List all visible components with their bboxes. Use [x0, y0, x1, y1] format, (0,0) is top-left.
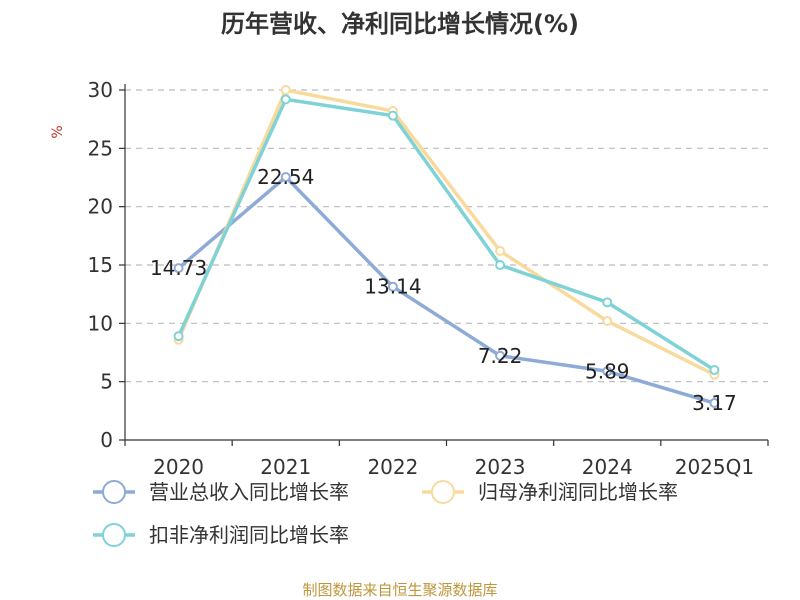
legend-item[interactable]: 营业总收入同比增长率 — [93, 480, 349, 504]
data-label: 5.89 — [585, 359, 630, 383]
data-point[interactable] — [602, 297, 613, 308]
x-tick-label: 2024 — [582, 455, 633, 479]
axes: 0 5 10 15 20 25 30 2020 2021 2022 2023 2024 2025Q1 — [88, 78, 769, 479]
data-label: 13.14 — [364, 275, 421, 299]
legend-circle-marker — [102, 480, 126, 504]
data-point[interactable] — [602, 366, 613, 377]
grid-lines — [125, 89, 768, 383]
data-point[interactable] — [495, 350, 506, 361]
legend-circle-marker — [102, 523, 126, 547]
chart-title: 历年营收、净利同比增长情况(%) — [221, 10, 579, 38]
data-labels: 14.73 22.54 13.14 7.22 5.89 3.17 — [150, 165, 737, 415]
x-tick-label: 2025Q1 — [675, 455, 754, 479]
series-lines — [173, 85, 720, 409]
data-source-note: 制图数据来自恒生聚源数据库 — [302, 581, 497, 599]
legend-item[interactable]: 归母净利润同比增长率 — [422, 480, 678, 504]
data-label: 14.73 — [150, 256, 207, 280]
y-tick-label: 30 — [88, 78, 113, 102]
data-point[interactable] — [602, 316, 613, 326]
data-point[interactable] — [280, 85, 291, 95]
y-tick-label: 15 — [88, 253, 113, 277]
x-tick-label: 2023 — [475, 455, 526, 479]
y-tick-label: 10 — [88, 311, 113, 335]
x-tick-label: 2021 — [260, 455, 311, 479]
data-point[interactable] — [173, 263, 184, 274]
data-point[interactable] — [280, 94, 291, 105]
x-tick-label: 2020 — [153, 455, 204, 479]
data-point[interactable] — [709, 365, 720, 375]
legend-circle-marker — [431, 480, 455, 504]
data-label: 22.54 — [257, 165, 314, 189]
x-tick-label: 2022 — [367, 455, 418, 479]
data-point[interactable] — [387, 281, 398, 292]
legend-label: 营业总收入同比增长率 — [149, 480, 349, 504]
y-tick-label: 5 — [100, 370, 113, 394]
legend-label: 归母净利润同比增长率 — [478, 480, 678, 504]
y-axis-unit: % — [50, 125, 66, 138]
y-tick-label: 20 — [88, 195, 113, 219]
y-tick-label: 25 — [88, 136, 113, 160]
data-point[interactable] — [495, 246, 506, 256]
legend-label: 扣非净利润同比增长率 — [149, 523, 349, 547]
series-line — [176, 97, 716, 372]
y-tick-label: 0 — [100, 428, 113, 452]
data-point[interactable] — [387, 110, 398, 121]
data-label: 3.17 — [692, 391, 737, 415]
data-point[interactable] — [495, 260, 506, 270]
series-line — [177, 175, 715, 405]
data-point[interactable] — [280, 172, 291, 183]
data-point[interactable] — [709, 398, 720, 409]
data-point[interactable] — [173, 331, 184, 342]
legend-item[interactable]: 扣非净利润同比增长率 — [93, 523, 349, 547]
data-label: 7.22 — [478, 344, 523, 368]
series-line — [176, 88, 716, 377]
